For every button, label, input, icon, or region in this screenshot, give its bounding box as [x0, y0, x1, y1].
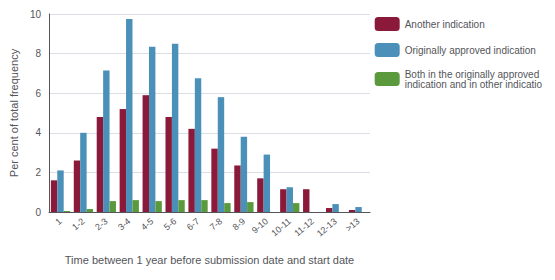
svg-text:9-10: 9-10	[250, 216, 270, 235]
svg-text:1: 1	[53, 216, 63, 227]
svg-text:8-9: 8-9	[231, 216, 247, 232]
svg-text:Time between 1 year before sub: Time between 1 year before submission da…	[65, 254, 354, 266]
svg-text:2: 2	[35, 167, 41, 178]
svg-text:Another indication: Another indication	[405, 19, 485, 30]
svg-text:12-13: 12-13	[315, 216, 339, 238]
svg-text:5-6: 5-6	[162, 216, 178, 232]
svg-text:3-4: 3-4	[116, 216, 132, 232]
svg-text:Per cent of total frequency: Per cent of total frequency	[8, 48, 20, 177]
svg-text:10: 10	[30, 9, 42, 20]
svg-text:4: 4	[35, 127, 41, 138]
svg-text:2-3: 2-3	[93, 216, 109, 232]
svg-text:10-11: 10-11	[269, 216, 293, 238]
svg-text:Both in the originally approve: Both in the originally approved	[404, 68, 540, 80]
svg-text:7-8: 7-8	[208, 216, 224, 232]
svg-text:8: 8	[35, 48, 41, 59]
svg-text:Originally approved indication: Originally approved indication	[405, 45, 536, 56]
svg-text:6-7: 6-7	[185, 216, 201, 232]
svg-text:indication and in other indica: indication and in other indicatio	[405, 79, 543, 90]
svg-text:>13: >13	[344, 216, 362, 233]
svg-text:6: 6	[35, 88, 41, 99]
svg-text:11-12: 11-12	[292, 216, 316, 238]
svg-text:4-5: 4-5	[139, 216, 155, 232]
svg-text:1-2: 1-2	[70, 216, 86, 232]
svg-text:0: 0	[35, 207, 41, 218]
